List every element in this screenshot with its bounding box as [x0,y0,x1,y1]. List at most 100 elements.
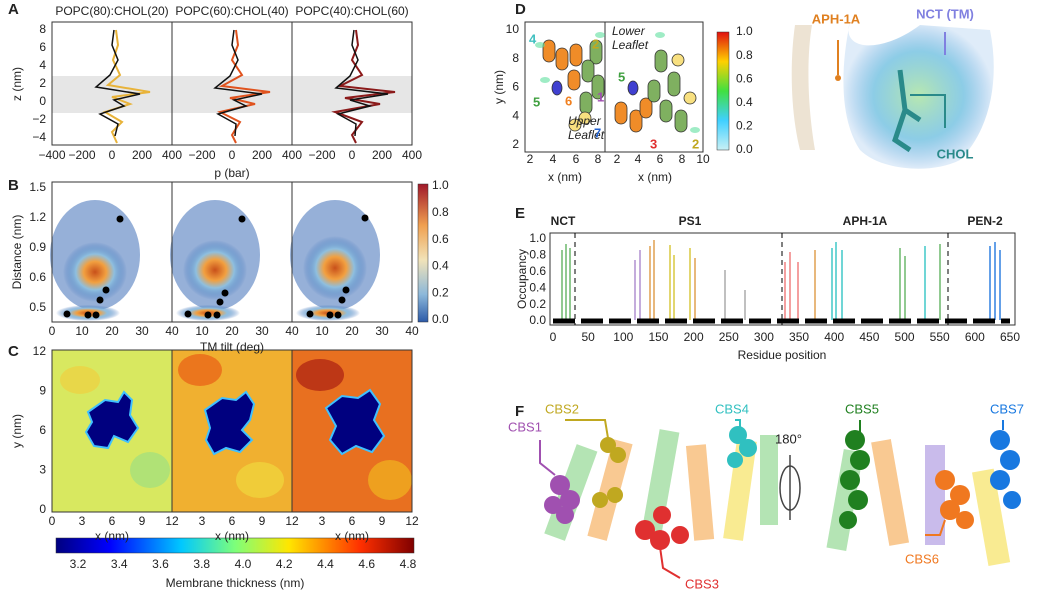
colorbar-tick-label: 3.4 [111,557,128,571]
illustration-shape [683,91,697,105]
group-label: PS1 [679,214,702,228]
illustration-shape [639,97,653,119]
colorbar-tick-label: 0.0 [432,312,449,326]
y-tick-label: 1.2 [29,210,46,224]
x-tick-label: 650 [1000,330,1020,344]
illustration-shape [935,470,974,529]
y-axis-label: Distance (nm) [10,215,24,290]
illustration-shape [539,419,1021,579]
x-tick-label: 40 [285,324,299,338]
x-axis-label: TM tilt (deg) [200,340,264,354]
x-tick-label: 3 [79,514,86,528]
illustration-shape [291,21,413,146]
x-tick-label: 200 [684,330,704,344]
illustration-shape [544,496,562,514]
illustration-shape [607,487,623,503]
y-tick-label: 3 [39,463,46,477]
illustration-shape [60,366,100,394]
illustration-shape [338,296,346,304]
colorbar-tick-label: 4.6 [358,557,375,571]
x-tick-label: 3 [319,514,326,528]
illustration-shape [910,94,946,128]
illustration-shape [578,111,592,125]
x-tick-label: 30 [375,324,389,338]
illustration-shape [540,77,550,83]
illustration-shape [55,537,415,554]
illustration-shape [735,419,741,428]
y-tick-label: 1.5 [29,180,46,194]
x-tick-label: 0 [49,514,56,528]
illustration-shape [203,390,256,456]
text-line: Leaflet [568,128,605,142]
illustration-shape [568,118,582,132]
illustration-shape [51,349,415,554]
illustration-shape [50,181,429,323]
panel-label: A [8,1,19,18]
illustration-shape [671,53,685,67]
y-tick-label: 10 [506,22,520,36]
illustration-shape [635,506,689,550]
illustration-shape [342,286,350,294]
x-tick-label: 6 [229,514,236,528]
figure-text: A B C D E F POPC(80):CHOL(20) POPC(60):CHOL(40)… [8,1,1024,591]
illustration-shape [324,388,386,456]
colorbar-tick-label: 0.8 [432,205,449,219]
y-tick-label: 0.0 [529,313,546,327]
y-axis-label: y (nm) [10,414,24,448]
illustration-shape [659,546,681,579]
x-tick-label: 50 [581,330,595,344]
x-axis-label: x (nm) [548,170,582,184]
x-tick-label: 450 [859,330,879,344]
x-tick-label: 12 [405,514,419,528]
illustration-shape [650,530,670,550]
colorbar-tick-label: 0.4 [736,95,753,109]
site-label: CBS1 [508,419,542,434]
site-number: 4 [529,31,537,46]
illustration-shape [96,296,104,304]
illustration-shape [579,39,688,133]
x-tick-label: 6 [573,152,580,166]
x-tick-label: 30 [135,324,149,338]
colorbar-tick-label: 3.8 [193,557,210,571]
illustration-shape [640,429,680,541]
illustration-shape [990,470,1010,490]
illustration-shape [956,511,974,529]
molecule-label: CHOL [937,146,974,161]
colorbar-tick-label: 4.8 [400,557,417,571]
illustration-shape [604,21,704,153]
site-label: CBS7 [990,401,1024,416]
colorbar-tick-label: 1.0 [736,24,753,38]
illustration-shape [589,39,603,65]
y-tick-label: 2 [512,137,519,151]
x-tick-label: 0 [550,330,557,344]
y-tick-label: 8 [512,51,519,65]
x-tick-label: −200 [68,148,95,162]
illustration-shape [524,21,994,169]
panel-label: F [515,403,524,420]
text-line: Leaflet [612,38,649,52]
colorbar-tick-label: 0.4 [432,259,449,273]
leaflet-label: Lower Leaflet [612,24,649,52]
colorbar-tick-label: 4.4 [317,557,334,571]
site-label: CBS3 [685,576,719,591]
illustration-shape [729,426,747,444]
illustration-shape [116,215,124,223]
illustration-shape [551,80,563,96]
x-tick-label: 40 [405,324,419,338]
x-tick-label: 10 [315,324,329,338]
illustration-shape [217,29,271,144]
illustration-shape [614,101,628,125]
x-tick-label: 400 [824,330,844,344]
x-tick-label: 2 [614,152,621,166]
x-tick-label: 200 [132,148,152,162]
illustration-shape [845,430,865,450]
illustration-shape [892,69,922,153]
x-tick-label: −200 [188,148,215,162]
illustration-shape [647,79,661,103]
x-tick-label: 8 [595,152,602,166]
illustration-shape [303,236,367,300]
illustration-shape [184,310,192,318]
panel-label: B [8,177,19,194]
illustration-shape [63,310,71,318]
x-tick-label: 4 [635,152,642,166]
